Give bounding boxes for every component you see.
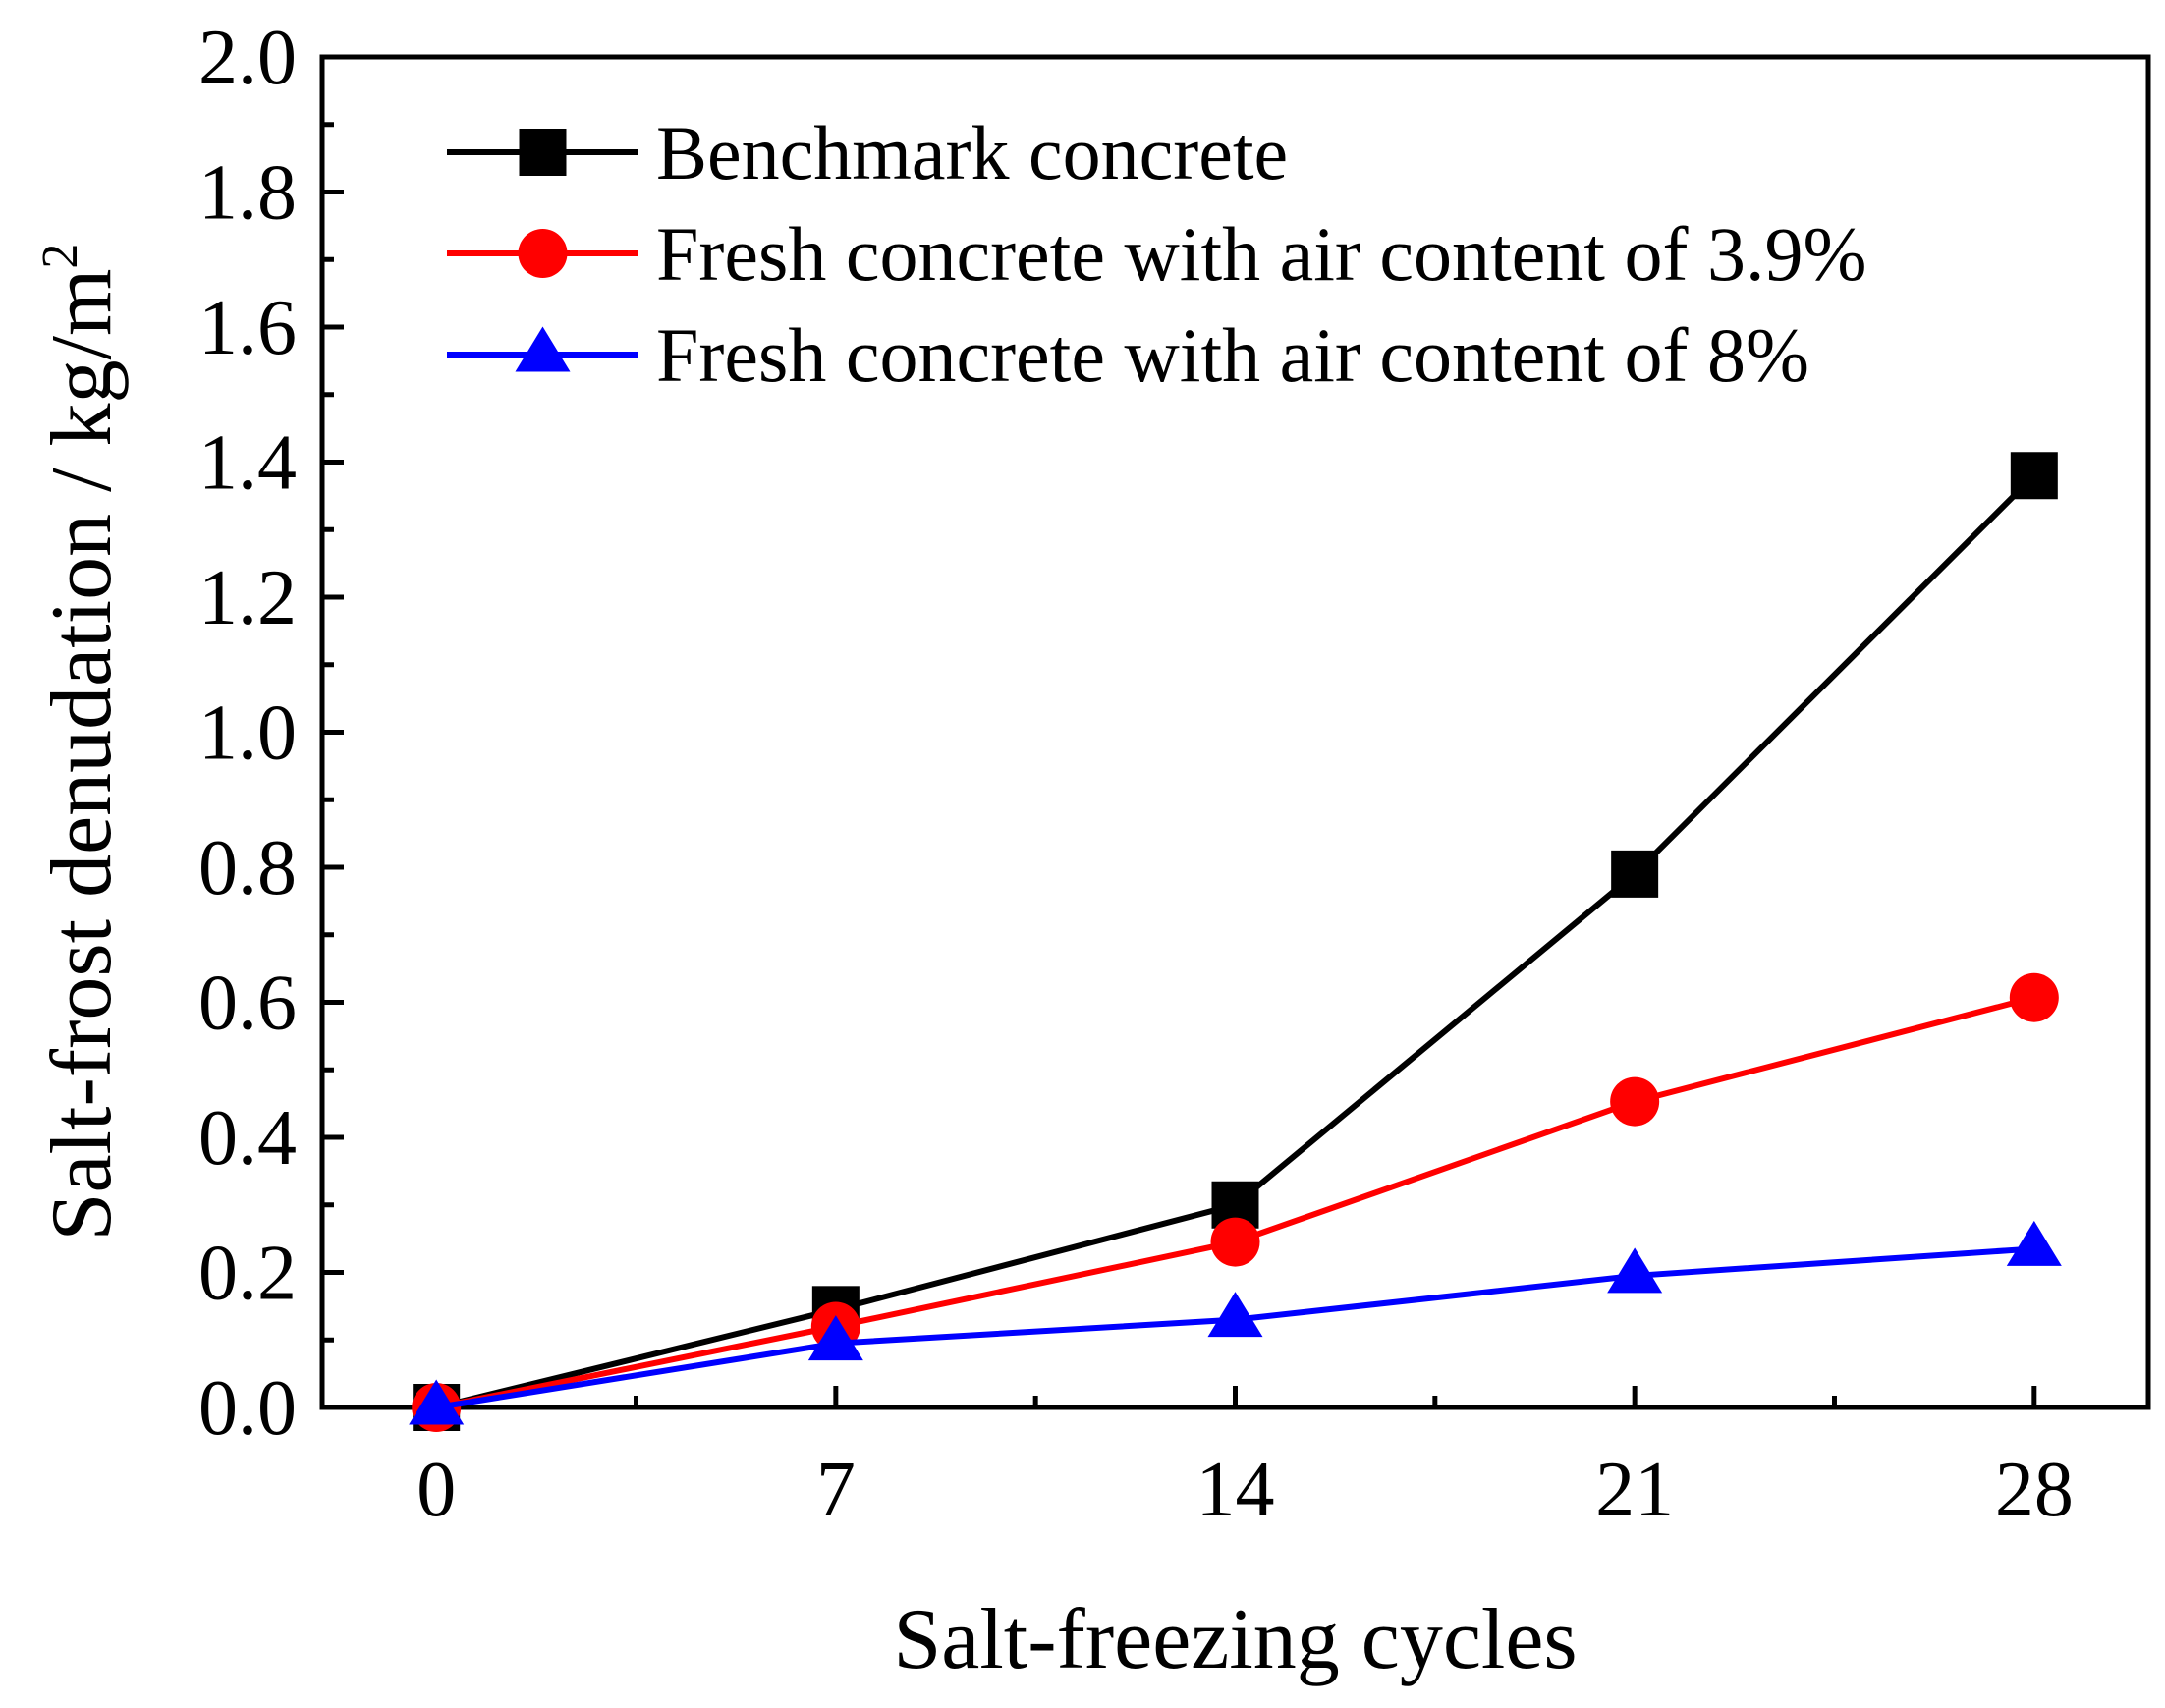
y-tick-label: 0.4 [198,1095,297,1182]
y-axis-title: Salt-frost denudation / kg/m2 [32,244,130,1241]
series-2-point [2009,972,2059,1022]
y-tick-label: 1.8 [198,150,297,237]
series-2-point [1610,1076,1660,1127]
series-3-point [1607,1247,1663,1294]
x-tick-label: 21 [1595,1447,1674,1533]
legend-label: Fresh concrete with air content of 8% [656,312,1809,398]
series-3-point [807,1315,863,1361]
legend-marker [515,326,571,372]
legend-item-2: Fresh concrete with air content of 3.9% [447,211,1866,297]
y-tick-label: 1.6 [198,285,297,371]
x-tick-label: 7 [816,1447,856,1533]
legend-item-1: Benchmark concrete [447,110,1288,195]
series-1-point [1611,850,1659,898]
y-tick-label: 1.0 [198,690,297,777]
legend-marker [519,129,567,176]
y-tick-label: 1.2 [198,555,297,641]
x-tick-label: 14 [1196,1447,1275,1533]
y-axis-title-superscript: 2 [32,244,88,269]
series-3 [409,1220,2062,1425]
series-3-point [2006,1220,2062,1266]
y-axis-title-main: Salt-frost denudation / kg/m [34,269,130,1241]
y-tick-label: 2.0 [198,15,297,101]
y-tick-label: 0.6 [198,961,297,1047]
x-axis-title: Salt-freezing cycles [893,1592,1577,1687]
x-tick-label: 0 [416,1447,456,1533]
series-3-point [409,1379,465,1425]
series-3-point [1207,1292,1263,1338]
legend-label: Fresh concrete with air content of 3.9% [656,211,1866,297]
x-tick-label: 28 [1995,1447,2074,1533]
series-2-point [1210,1217,1260,1267]
y-tick-label: 0.8 [198,825,297,911]
series-1 [413,452,2058,1431]
legend-label: Benchmark concrete [656,110,1288,195]
y-tick-label: 0.2 [198,1231,297,1317]
legend-marker [518,229,568,278]
y-tick-label: 1.4 [198,420,297,507]
y-tick-label: 0.0 [198,1365,297,1452]
legend-item-3: Fresh concrete with air content of 8% [447,312,1809,398]
series-1-point [2010,452,2058,500]
